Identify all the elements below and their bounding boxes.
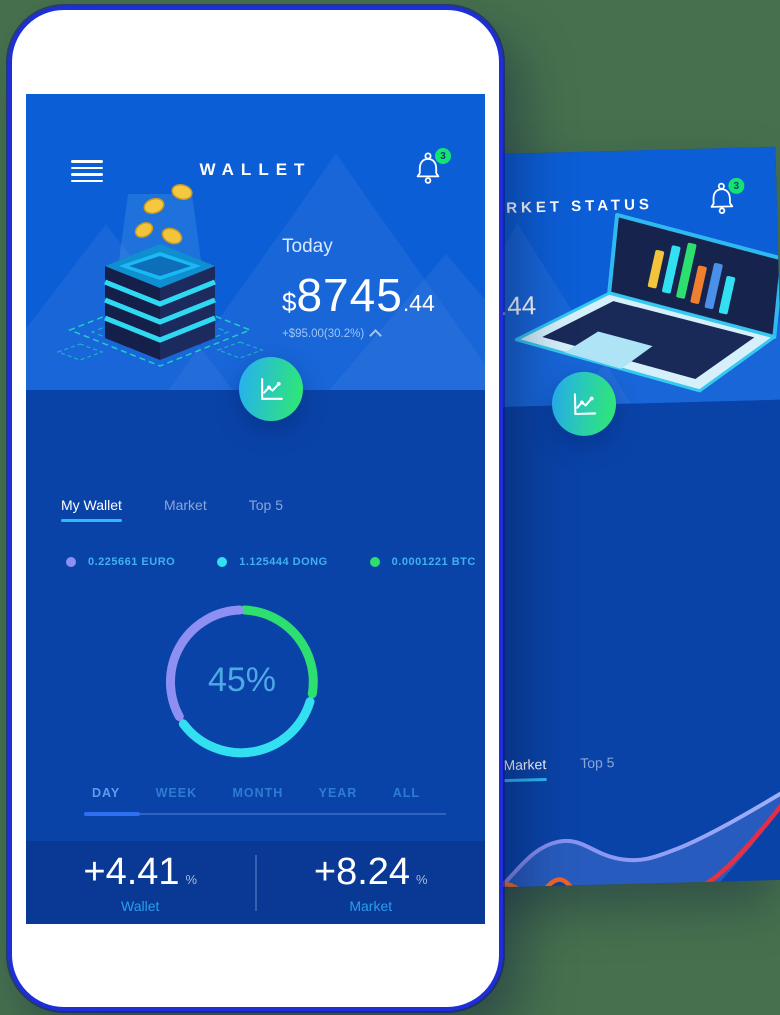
market-chart-fab[interactable] — [551, 371, 617, 437]
market-status-screen: MARKET STATUS 3 — [445, 146, 780, 889]
wallet-stats-panel: +4.41 % Wallet +8.24 % Market — [26, 841, 485, 924]
wallet-phone-frame: WALLET 3 — [8, 6, 503, 1011]
wallet-tabs: My Wallet Market Top 5 — [61, 497, 283, 522]
period-month[interactable]: MONTH — [232, 786, 284, 800]
stat-unit: % — [185, 872, 198, 887]
wallet-header-section: WALLET 3 — [26, 94, 485, 390]
wallet-donut-chart: 45% — [159, 599, 325, 765]
donut-ring — [165, 605, 318, 758]
legend-btc: 0.0001221 BTC — [369, 556, 476, 568]
btc-dot-icon — [369, 557, 380, 567]
stats-divider — [254, 854, 257, 911]
notifications-button[interactable]: 3 — [413, 148, 451, 188]
period-all[interactable]: ALL — [392, 786, 420, 800]
wallet-screen: WALLET 3 — [26, 94, 485, 924]
trend-up-icon — [369, 329, 383, 342]
market-tabs: Market Top 5 — [503, 754, 615, 782]
balance-period-label: Today — [282, 236, 333, 257]
period-week[interactable]: WEEK — [155, 786, 198, 800]
notification-badge: 3 — [435, 148, 451, 164]
stat-value: +4.41 — [83, 851, 180, 893]
notifications-button[interactable]: 3 — [706, 177, 745, 219]
stat-label: Market — [349, 898, 393, 914]
euro-dot-icon — [66, 557, 76, 567]
active-period-indicator — [84, 812, 140, 816]
market-stat: +8.24 % Market — [257, 841, 486, 924]
line-chart-icon — [260, 377, 283, 400]
bell-icon — [416, 152, 440, 184]
period-day[interactable]: DAY — [92, 786, 121, 800]
tab-top5[interactable]: Top 5 — [248, 497, 283, 513]
currency-legend: 0.225661 EURO 1.125444 DONG 0.0001221 BT… — [66, 556, 476, 568]
wallet-stat: +4.41 % Wallet — [26, 841, 255, 924]
stat-label: Wallet — [121, 898, 160, 914]
wallet-period-selector: DAY WEEK MONTH YEAR ALL — [92, 786, 420, 800]
menu-icon[interactable] — [71, 160, 103, 186]
market-line-chart — [462, 787, 780, 889]
balance-amount: $8745.44 — [282, 269, 435, 321]
line-chart-icon — [573, 392, 596, 415]
coin-stack-illustration — [56, 184, 264, 367]
period-divider-line — [84, 813, 446, 815]
tab-my-wallet[interactable]: My Wallet — [61, 497, 122, 522]
page-title: WALLET — [199, 160, 312, 179]
legend-euro: 0.225661 EURO — [66, 556, 175, 568]
tab-top5[interactable]: Top 5 — [580, 754, 615, 772]
tab-market[interactable]: Market — [503, 756, 546, 782]
balance-change: +$95.00(30.2%) — [282, 328, 435, 342]
stat-unit: % — [416, 872, 428, 887]
bell-icon — [710, 182, 734, 215]
stat-value: +8.24 — [313, 851, 411, 893]
legend-dong: 1.125444 DONG — [217, 556, 327, 568]
dong-dot-icon — [217, 557, 228, 567]
notification-badge: 3 — [728, 177, 745, 195]
market-body-section: Market Top 5 WEEK — [452, 399, 780, 889]
market-header-section: MARKET STATUS 3 — [445, 146, 780, 409]
currency-symbol: $ — [282, 287, 297, 317]
laptop-illustration — [514, 212, 780, 393]
period-year[interactable]: YEAR — [318, 786, 358, 800]
donut-percent-label: 45% — [207, 661, 277, 699]
wallet-chart-fab[interactable] — [239, 357, 303, 421]
tab-market[interactable]: Market — [163, 497, 207, 513]
balance-block: Today $8745.44 +$95.00(30.2%) — [282, 236, 435, 342]
